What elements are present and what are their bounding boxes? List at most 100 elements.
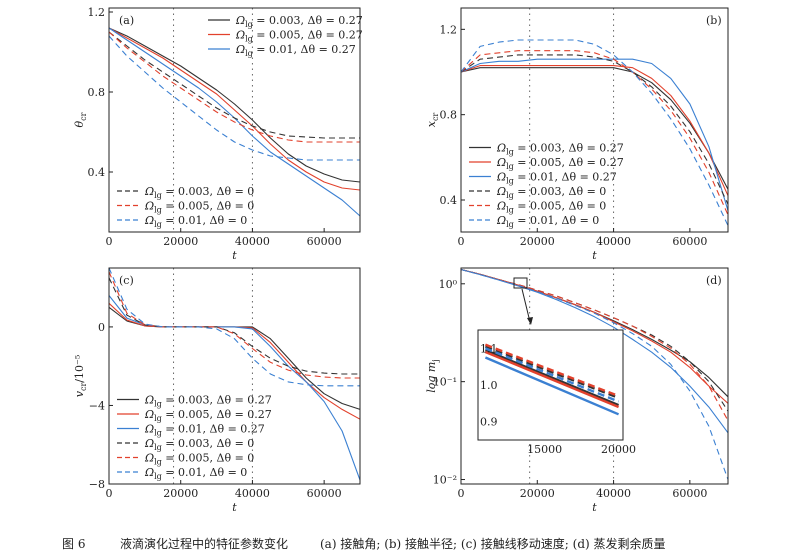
inset-x-tick-label: 15000 [527, 443, 562, 456]
legend-label: Ωlg = 0.005, Δθ = 0.27 [496, 156, 624, 171]
y-axis-label: vcr/10⁻⁵ [73, 355, 88, 397]
series-line-4 [460, 268, 729, 421]
y-tick-label: 10⁰ [439, 278, 458, 291]
y-axis-label: θcr [73, 112, 88, 127]
legend-label: Ωlg = 0.01, Δθ = 0 [496, 214, 599, 229]
x-tick-label: 0 [458, 235, 465, 248]
y-axis-label: xcr [425, 113, 440, 128]
figure-caption: 图 6 液滴演化过程中的特征参数变化 (a) 接触角; (b) 接触半径; (c… [62, 536, 666, 551]
zoom-arrow-head [527, 317, 533, 325]
legend-label: Ωlg = 0.003, Δθ = 0.27 [144, 394, 272, 409]
plot-frame [108, 267, 361, 485]
inset-y-tick-label: 1.0 [480, 379, 498, 392]
panel-tag: (c) [119, 274, 134, 287]
x-axis-label: t [232, 501, 237, 514]
legend-label: Ωlg = 0.005, Δθ = 0 [144, 200, 254, 215]
inset-series-line-1 [484, 350, 620, 409]
x-tick-label: 20000 [163, 235, 198, 248]
legend-label: Ωlg = 0.01, Δθ = 0 [144, 214, 247, 229]
series-line-3 [460, 268, 729, 412]
series-line-2 [460, 268, 729, 434]
series-line-1 [108, 27, 361, 191]
series-line-5 [108, 267, 360, 387]
inset-y-tick-label: 0.9 [480, 416, 498, 429]
x-tick-label: 40000 [596, 235, 631, 248]
x-tick-label: 0 [106, 235, 113, 248]
series-line-5 [460, 268, 729, 480]
legend-label: Ωlg = 0.005, Δθ = 0 [496, 200, 606, 215]
series-line-4 [108, 271, 360, 379]
y-tick-label: −8 [89, 478, 105, 491]
x-tick-label: 60000 [672, 235, 707, 248]
y-axis-label: log mj [425, 359, 440, 393]
series-line-0 [460, 67, 729, 190]
legend-label: Ωlg = 0.01, Δθ = 0.27 [496, 171, 617, 186]
series-line-0 [108, 27, 361, 183]
plot-frame [460, 267, 729, 485]
plot-frame [460, 7, 729, 233]
caption-figure-label: 图 6 [62, 537, 85, 551]
x-tick-label: 60000 [672, 487, 707, 500]
inset-series-line-5 [484, 347, 620, 403]
x-tick-label: 40000 [235, 487, 270, 500]
y-tick-label: −4 [89, 399, 105, 412]
x-tick-label: 60000 [307, 235, 342, 248]
zoom-region-box [513, 277, 528, 289]
series-line-3 [108, 277, 360, 375]
legend-label: Ωlg = 0.003, Δθ = 0 [496, 185, 606, 200]
series-line-3 [460, 54, 729, 205]
series-line-4 [108, 31, 360, 143]
y-tick-label: 0.8 [88, 86, 106, 99]
x-tick-label: 20000 [520, 487, 555, 500]
series-line-5 [108, 35, 360, 161]
legend-label: Ωlg = 0.003, Δθ = 0 [144, 185, 254, 200]
series-line-3 [108, 31, 360, 139]
zoom-arrow [521, 288, 531, 323]
inset-series-line-4 [484, 343, 619, 398]
inset-x-tick-label: 20000 [601, 443, 636, 456]
inset-series-line-0 [484, 349, 620, 407]
panel-c: 0 20000 40000 60000 0 −4 −8 t vcr/10⁻⁵ (c) Ωlg = 0… [73, 267, 361, 514]
panel-tag: (b) [706, 14, 722, 27]
series-line-2 [460, 58, 729, 211]
panel-a: 0 20000 40000 60000 0.4 0.8 1.2 t θcr (a) Ωlg = 0.… [73, 6, 363, 262]
inset-zoom: 15000 20000 1.1 1.0 0.9 [477, 329, 636, 456]
legend-label: Ωlg = 0.01, Δθ = 0.27 [235, 43, 356, 58]
inset-series-line-3 [484, 345, 619, 399]
x-axis-label: t [592, 249, 597, 262]
y-tick-label: 10⁻¹ [433, 376, 457, 389]
x-tick-label: 20000 [163, 487, 198, 500]
y-tick-label: 1.2 [440, 23, 458, 36]
panel-tag: (d) [706, 274, 722, 287]
panel-tag: (a) [119, 14, 134, 27]
x-axis-label: t [232, 249, 237, 262]
caption-title: 液滴演化过程中的特征参数变化 [120, 536, 288, 551]
x-tick-label: 0 [106, 487, 113, 500]
panel-b: 0 20000 40000 60000 0.4 0.8 1.2 t xcr (b) Ωlg = 0.… [425, 7, 729, 262]
caption-subtitle: (a) 接触角; (b) 接触半径; (c) 接触线移动速度; (d) 蒸发剩余… [320, 536, 666, 551]
y-tick-label: 0 [98, 321, 105, 334]
y-tick-label: 0.4 [88, 166, 106, 179]
x-tick-label: 40000 [235, 235, 270, 248]
x-tick-label: 20000 [520, 235, 555, 248]
x-tick-label: 40000 [596, 487, 631, 500]
inset-series-line-2 [484, 356, 620, 416]
x-axis-label: t [592, 501, 597, 514]
x-tick-label: 60000 [307, 487, 342, 500]
y-tick-label: 0.8 [440, 109, 458, 122]
legend-label: Ωlg = 0.005, Δθ = 0 [144, 452, 254, 467]
y-tick-label: 10⁻² [433, 474, 457, 487]
legend-label: Ωlg = 0.01, Δθ = 0 [144, 466, 247, 481]
legend-label: Ωlg = 0.003, Δθ = 0.27 [235, 14, 363, 29]
legend-label: Ωlg = 0.003, Δθ = 0.27 [496, 142, 624, 157]
y-tick-label: 0.4 [440, 194, 458, 207]
y-tick-label: 1.2 [88, 6, 106, 19]
legend-label: Ωlg = 0.01, Δθ = 0.27 [144, 423, 265, 438]
plot-frame [108, 7, 361, 233]
series-line-4 [460, 50, 729, 216]
panel-d: 0 20000 40000 60000 10⁰ 10⁻¹ 10⁻² t log mj (d) 150… [425, 267, 729, 514]
